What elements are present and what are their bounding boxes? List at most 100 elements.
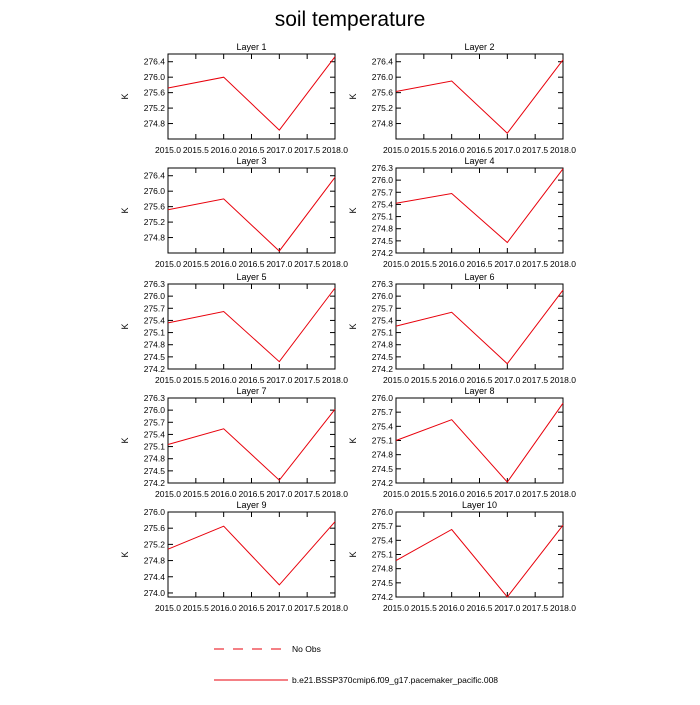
panel-7-ytick-label-3: 275.4 bbox=[144, 429, 166, 439]
panel-4-ytick-label-5: 274.8 bbox=[372, 224, 394, 234]
panel-7-xtick-label-0: 2015.0 bbox=[155, 489, 181, 499]
panel-1-frame bbox=[167, 53, 336, 140]
panel-9-xtick-label-1: 2015.5 bbox=[183, 603, 209, 613]
panel-2-xtick-label-6: 2018.0 bbox=[550, 145, 576, 155]
panel-4-frame bbox=[395, 167, 564, 254]
panel-4-xtick-label-0: 2015.0 bbox=[383, 259, 409, 269]
panel-9-ylabel: K bbox=[120, 551, 130, 557]
panel-2-ytick-label-2: 275.6 bbox=[372, 88, 394, 98]
panel-10-ytick-label-3: 275.1 bbox=[372, 550, 394, 560]
panel-2-frame bbox=[395, 53, 564, 140]
panel-3-title: Layer 3 bbox=[236, 156, 266, 166]
panel-10-xtick-label-1: 2015.5 bbox=[411, 603, 437, 613]
panel-6-ytick-label-5: 274.8 bbox=[372, 340, 394, 350]
panel-7-ytick-label-7: 274.2 bbox=[144, 478, 166, 488]
panel-9-ytick-label-2: 275.2 bbox=[144, 539, 166, 549]
panel-6-ytick-label-0: 276.3 bbox=[372, 279, 394, 289]
panel-8-frame bbox=[395, 397, 564, 484]
panel-6-xtick-label-1: 2015.5 bbox=[411, 375, 437, 385]
panel-3-ytick-label-3: 275.2 bbox=[144, 217, 166, 227]
panel-7-series-line-0 bbox=[167, 408, 336, 481]
panel-8-xtick-label-4: 2017.0 bbox=[494, 489, 520, 499]
panel-1-xtick-label-4: 2017.0 bbox=[266, 145, 292, 155]
panel-3-xtick-label-4: 2017.0 bbox=[266, 259, 292, 269]
panel-1-ytick-label-0: 276.4 bbox=[144, 57, 166, 67]
panel-10-xtick-label-2: 2016.0 bbox=[439, 603, 465, 613]
panel-3-ylabel: K bbox=[120, 207, 130, 213]
figure-title: soil temperature bbox=[274, 8, 426, 31]
panel-9-title: Layer 9 bbox=[236, 500, 266, 510]
panel-8-xtick-label-6: 2018.0 bbox=[550, 489, 576, 499]
panel-9-ytick-label-0: 276.0 bbox=[144, 507, 166, 517]
panel-6-xtick-label-0: 2015.0 bbox=[383, 375, 409, 385]
panel-10-ytick-label-2: 275.4 bbox=[372, 535, 394, 545]
panel-6-xtick-label-2: 2016.0 bbox=[439, 375, 465, 385]
panel-9-frame bbox=[167, 511, 336, 598]
panel-5-ytick-label-6: 274.5 bbox=[144, 352, 166, 362]
panel-8-title: Layer 8 bbox=[464, 386, 494, 396]
panel-9-xtick-label-3: 2016.5 bbox=[239, 603, 265, 613]
panel-2-ylabel: K bbox=[348, 93, 358, 99]
panel-8-series-line-0 bbox=[395, 402, 564, 483]
panel-5-xtick-label-5: 2017.5 bbox=[294, 375, 320, 385]
panel-7-xtick-label-5: 2017.5 bbox=[294, 489, 320, 499]
panel-2-xtick-label-1: 2015.5 bbox=[411, 145, 437, 155]
panel-5-xtick-label-2: 2016.0 bbox=[211, 375, 237, 385]
panel-6-xtick-label-4: 2017.0 bbox=[494, 375, 520, 385]
panel-2-xtick-label-2: 2016.0 bbox=[439, 145, 465, 155]
panel-2-xtick-label-4: 2017.0 bbox=[494, 145, 520, 155]
panel-9-ytick-label-3: 274.8 bbox=[144, 556, 166, 566]
panel-7-ytick-label-5: 274.8 bbox=[144, 454, 166, 464]
panel-3-ytick-label-0: 276.4 bbox=[144, 171, 166, 181]
panel-5-xtick-label-3: 2016.5 bbox=[239, 375, 265, 385]
panel-7-xtick-label-4: 2017.0 bbox=[266, 489, 292, 499]
panel-4-ytick-label-3: 275.4 bbox=[372, 199, 394, 209]
panel-7-xtick-label-2: 2016.0 bbox=[211, 489, 237, 499]
panel-5-xtick-label-4: 2017.0 bbox=[266, 375, 292, 385]
panel-2-xtick-label-0: 2015.0 bbox=[383, 145, 409, 155]
panel-4-ytick-label-2: 275.7 bbox=[372, 187, 394, 197]
panel-6-title: Layer 6 bbox=[464, 272, 494, 282]
panel-8-xtick-label-1: 2015.5 bbox=[411, 489, 437, 499]
panel-6-xtick-label-6: 2018.0 bbox=[550, 375, 576, 385]
panel-10-xtick-label-4: 2017.0 bbox=[494, 603, 520, 613]
panel-5-ytick-label-3: 275.4 bbox=[144, 315, 166, 325]
panel-5-xtick-label-6: 2018.0 bbox=[322, 375, 348, 385]
panel-7-ytick-label-2: 275.7 bbox=[144, 417, 166, 427]
panel-5-ytick-label-2: 275.7 bbox=[144, 303, 166, 313]
panel-3-ytick-label-1: 276.0 bbox=[144, 186, 166, 196]
panel-5-series-line-0 bbox=[167, 287, 336, 363]
panel-1-ytick-label-2: 275.6 bbox=[144, 88, 166, 98]
panel-8-ytick-label-3: 275.1 bbox=[372, 436, 394, 446]
panel-4-xtick-label-3: 2016.5 bbox=[467, 259, 493, 269]
panel-3-xtick-label-2: 2016.0 bbox=[211, 259, 237, 269]
panel-8-xtick-label-3: 2016.5 bbox=[467, 489, 493, 499]
panel-8-xtick-label-5: 2017.5 bbox=[522, 489, 548, 499]
panel-10-ytick-label-1: 275.7 bbox=[372, 521, 394, 531]
panel-1-title: Layer 1 bbox=[236, 42, 266, 52]
panel-10-xtick-label-0: 2015.0 bbox=[383, 603, 409, 613]
panel-6-series-line-0 bbox=[395, 289, 564, 365]
panel-9-xtick-label-2: 2016.0 bbox=[211, 603, 237, 613]
panel-7-ytick-label-1: 276.0 bbox=[144, 405, 166, 415]
panel-6-ytick-label-3: 275.4 bbox=[372, 315, 394, 325]
panel-1-xtick-label-1: 2015.5 bbox=[183, 145, 209, 155]
panel-4-ylabel: K bbox=[348, 207, 358, 213]
panel-4-series-line-0 bbox=[395, 168, 564, 244]
panel-6-ytick-label-6: 274.5 bbox=[372, 352, 394, 362]
panel-9-ytick-label-4: 274.4 bbox=[144, 572, 166, 582]
panel-1-xtick-label-0: 2015.0 bbox=[155, 145, 181, 155]
panel-4-ytick-label-0: 276.3 bbox=[372, 163, 394, 173]
panel-5-frame bbox=[167, 283, 336, 370]
panel-6-ytick-label-1: 276.0 bbox=[372, 291, 394, 301]
panel-9-series-line-0 bbox=[167, 521, 336, 586]
panel-4-ytick-label-4: 275.1 bbox=[372, 212, 394, 222]
panel-6-ylabel: K bbox=[348, 323, 358, 329]
panel-5-ytick-label-1: 276.0 bbox=[144, 291, 166, 301]
panel-9-xtick-label-0: 2015.0 bbox=[155, 603, 181, 613]
panel-7-ytick-label-0: 276.3 bbox=[144, 393, 166, 403]
panel-6-ytick-label-7: 274.2 bbox=[372, 364, 394, 374]
panel-4-xtick-label-2: 2016.0 bbox=[439, 259, 465, 269]
panel-2-ytick-label-0: 276.4 bbox=[372, 57, 394, 67]
